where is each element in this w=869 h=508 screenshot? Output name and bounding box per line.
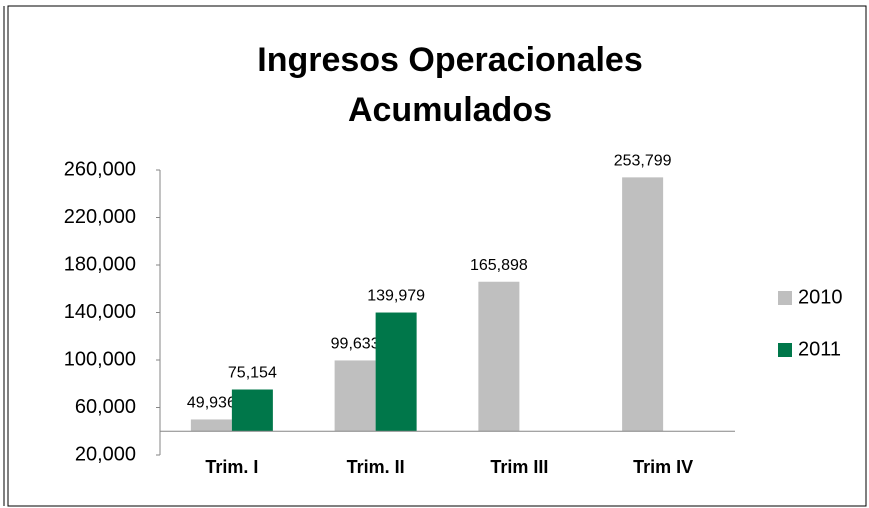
- bar: [231, 389, 273, 432]
- y-tick-label: 100,000: [64, 348, 136, 370]
- y-tick-label: 20,000: [75, 443, 136, 465]
- bar: [478, 281, 520, 432]
- chart-frame: [7, 5, 867, 507]
- x-tick-label: Trim III: [490, 457, 548, 477]
- y-tick-label: 260,000: [64, 158, 136, 180]
- legend-label: 2011: [798, 338, 841, 360]
- y-tick-label: 220,000: [64, 206, 136, 228]
- legend-label: 2010: [798, 286, 843, 308]
- x-tick-label: Trim. II: [347, 457, 405, 477]
- y-tick-label: 60,000: [75, 396, 136, 418]
- chart-title: Ingresos Operacionales Acumulados: [257, 41, 643, 129]
- bar: [622, 177, 664, 432]
- data-label: 253,799: [614, 153, 672, 170]
- bar: [334, 360, 376, 432]
- data-label: 139,979: [367, 288, 425, 305]
- y-tick-label: 140,000: [64, 301, 136, 323]
- data-label: 75,154: [228, 365, 277, 382]
- data-label: 49,936: [187, 395, 236, 412]
- bar: [375, 312, 417, 432]
- legend-swatch: [778, 291, 792, 305]
- data-label: 165,898: [470, 257, 528, 274]
- y-tick-label: 180,000: [64, 253, 136, 275]
- bar: [190, 419, 232, 432]
- x-tick-label: Trim. I: [205, 457, 258, 477]
- x-tick-label: Trim IV: [633, 457, 693, 477]
- data-label: 99,633: [331, 336, 380, 353]
- legend-swatch: [778, 343, 792, 357]
